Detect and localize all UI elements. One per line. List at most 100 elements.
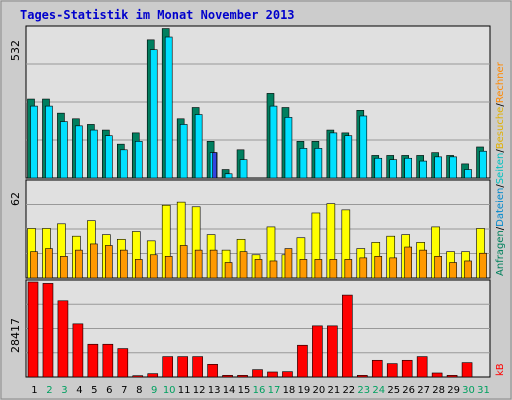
x-tick-label: 15: [238, 385, 251, 396]
bar-rechner: [60, 256, 68, 279]
bar-dateien: [134, 141, 143, 179]
bar-rechner: [314, 259, 323, 279]
panels: [25, 25, 491, 378]
right-label-part: /: [495, 226, 506, 230]
x-tick-label: 19: [298, 385, 311, 396]
right-label-part: Rechner: [495, 61, 506, 103]
x-tick-label: 17: [268, 385, 281, 396]
bar-rechner: [434, 256, 442, 279]
bar-kb: [57, 300, 69, 378]
bar-rechner: [30, 251, 38, 279]
bar-dateien: [314, 148, 323, 179]
bar-rechner: [374, 256, 383, 279]
right-legend-labels: Anfragen/Dateien/Seiten/Besuche/Rechner k…: [495, 61, 506, 376]
bar-dateien: [449, 156, 457, 179]
bar-kb: [27, 281, 39, 378]
bar-kb: [267, 371, 278, 378]
bar-dateien: [60, 121, 68, 179]
x-tick-label: 27: [417, 385, 430, 396]
x-tick-label: 25: [387, 385, 400, 396]
bar-kb: [237, 375, 248, 378]
bar-dateien: [359, 115, 368, 179]
x-tick-label: 6: [106, 385, 112, 396]
bar-dateien: [120, 149, 128, 179]
bar-dateien: [419, 160, 427, 179]
bar-rechner: [479, 252, 487, 279]
x-tick-label: 23: [357, 385, 370, 396]
x-tick-label: 13: [208, 385, 221, 396]
bar-kb: [87, 343, 99, 378]
bar-rechner: [224, 262, 233, 279]
x-tick-label: 12: [193, 385, 206, 396]
bar-kb: [207, 363, 218, 378]
bar-seiten: [212, 152, 217, 179]
bar-kb: [282, 371, 293, 378]
bar-kb: [312, 325, 323, 378]
bar-kb: [446, 375, 458, 378]
x-tick-label: 31: [477, 385, 490, 396]
right-label-part: Seiten: [495, 153, 506, 185]
bar-dateien: [90, 129, 98, 179]
right-label-part: /: [495, 149, 506, 153]
chart-title: Tages-Statistik im Monat November 2013: [20, 8, 295, 22]
bar-rechner: [299, 259, 308, 279]
x-tick-label: 5: [91, 385, 97, 396]
bar-kb: [431, 372, 443, 378]
bar-rechner: [239, 251, 248, 279]
bar-rechner: [269, 260, 278, 279]
bar-kb: [222, 375, 233, 378]
x-tick-label: 29: [447, 385, 460, 396]
x-axis-labels: 1 2 3 4 5 6 7 8 9 10 11 12 13 14 15 16 17 18 19 20 21 22 23 24 2…: [31, 385, 490, 396]
bar-kb: [177, 356, 188, 378]
bar-kb: [461, 362, 473, 378]
x-tick-label: 28: [432, 385, 445, 396]
bar-kb: [327, 325, 338, 378]
bar-kb: [342, 294, 353, 378]
bar-dateien: [269, 105, 278, 179]
bar-rechner: [105, 245, 113, 279]
bar-kb: [192, 356, 203, 378]
bar-dateien: [239, 159, 248, 179]
right-label-part: /: [495, 184, 506, 188]
bar-rechner: [209, 249, 218, 279]
bar-kb: [356, 375, 368, 378]
bar-rechner: [120, 249, 128, 279]
right-label-part: Anfragen: [495, 230, 506, 276]
x-tick-label: 4: [76, 385, 82, 396]
bar-rechner: [464, 260, 472, 279]
x-tick-label: 22: [342, 385, 355, 396]
right-label-part: /: [495, 103, 506, 107]
bar-dateien: [30, 105, 38, 179]
bar-dateien: [344, 135, 353, 179]
bar-dateien: [179, 124, 188, 179]
bar-dateien: [45, 105, 53, 179]
x-tick-label: 26: [402, 385, 415, 396]
middle-panel-max-label: 62: [9, 192, 22, 206]
x-tick-label: 18: [283, 385, 296, 396]
x-tick-label: 2: [46, 385, 52, 396]
bar-dateien: [479, 150, 487, 179]
right-label-top: Anfragen/Dateien/Seiten/Besuche/Rechner: [495, 61, 506, 276]
x-tick-label: 10: [163, 385, 176, 396]
x-tick-label: 30: [462, 385, 475, 396]
right-label-part: kB: [495, 363, 506, 376]
bar-rechner: [389, 257, 398, 279]
x-tick-label: 16: [253, 385, 266, 396]
right-label-part: Dateien: [495, 188, 506, 227]
bar-rechner: [254, 259, 263, 279]
x-tick-label: 24: [372, 385, 385, 396]
bar-rechner: [404, 246, 412, 279]
bar-kb: [252, 369, 263, 378]
bar-dateien: [224, 173, 233, 179]
bar-rechner: [164, 256, 173, 279]
x-tick-label: 8: [136, 385, 142, 396]
x-tick-label: 1: [31, 385, 37, 396]
bar-dateien: [434, 156, 442, 179]
bar-rechner: [75, 249, 83, 279]
bar-dateien: [75, 125, 83, 179]
bar-kb: [102, 343, 114, 378]
bar-kb: [42, 283, 54, 378]
bar-dateien: [284, 117, 293, 179]
